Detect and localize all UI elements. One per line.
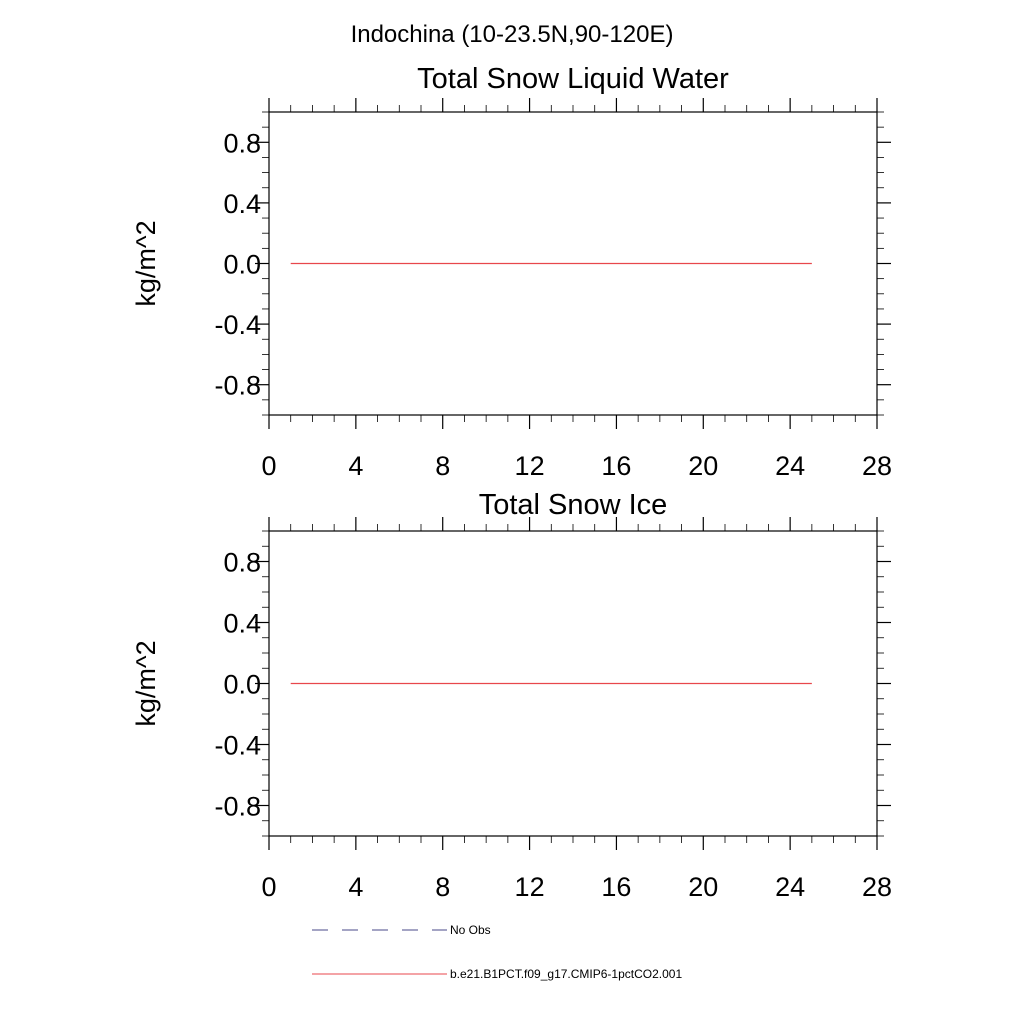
chart-panels: Total Snow Liquid Water 0 4 8 12 16 20 24 28 0.8 0… — [131, 63, 892, 902]
x-tick-label: 4 — [348, 451, 363, 481]
y-tick-label: 0.8 — [223, 128, 261, 158]
y-tick-label: 0.8 — [223, 548, 261, 578]
x-tick-label: 20 — [688, 872, 718, 902]
x-tick-label: 16 — [601, 872, 631, 902]
x-tick-label: 28 — [862, 451, 892, 481]
x-tick-label: 4 — [348, 872, 363, 902]
y-tick-label: -0.4 — [214, 310, 261, 340]
x-tick-label: 20 — [688, 451, 718, 481]
y-tick-label: 0.0 — [223, 670, 261, 700]
y-axis-label: kg/m^2 — [131, 220, 161, 306]
legend-entry: b.e21.B1PCT.f09_g17.CMIP6-1pctCO2.001 — [312, 967, 682, 981]
y-tick-label: -0.4 — [214, 731, 261, 761]
y-tick-label: 0.4 — [223, 189, 261, 219]
x-tick-label: 16 — [601, 451, 631, 481]
main-title: Indochina (10-23.5N,90-120E) — [351, 21, 674, 48]
y-tick-label: 0.4 — [223, 609, 261, 639]
x-tick-label: 8 — [435, 451, 450, 481]
chart-panel-2: Total Snow Ice 0 4 8 12 16 20 24 28 0.8 0.4 0.0 -0.4… — [131, 489, 892, 902]
x-tick-label: 24 — [775, 872, 805, 902]
x-tick-label: 0 — [261, 872, 276, 902]
x-tick-label: 0 — [261, 451, 276, 481]
chart-panel-1: Total Snow Liquid Water 0 4 8 12 16 20 24 28 0.8 0… — [131, 63, 892, 481]
y-tick-label: -0.8 — [214, 371, 261, 401]
x-tick-label: 12 — [515, 451, 545, 481]
legend-entry: No Obs — [312, 923, 491, 937]
legend: No Obs b.e21.B1PCT.f09_g17.CMIP6-1pctCO2.… — [312, 923, 682, 981]
x-tick-label: 28 — [862, 872, 892, 902]
legend-label: b.e21.B1PCT.f09_g17.CMIP6-1pctCO2.001 — [450, 967, 682, 981]
y-tick-label: 0.0 — [223, 250, 261, 280]
x-tick-label: 8 — [435, 872, 450, 902]
y-tick-label: -0.8 — [214, 792, 261, 822]
x-tick-label: 24 — [775, 451, 805, 481]
x-tick-label: 12 — [515, 872, 545, 902]
panel-title: Total Snow Liquid Water — [417, 63, 729, 95]
panel-title: Total Snow Ice — [479, 489, 668, 521]
y-axis-label: kg/m^2 — [131, 640, 161, 726]
legend-label: No Obs — [450, 923, 491, 937]
